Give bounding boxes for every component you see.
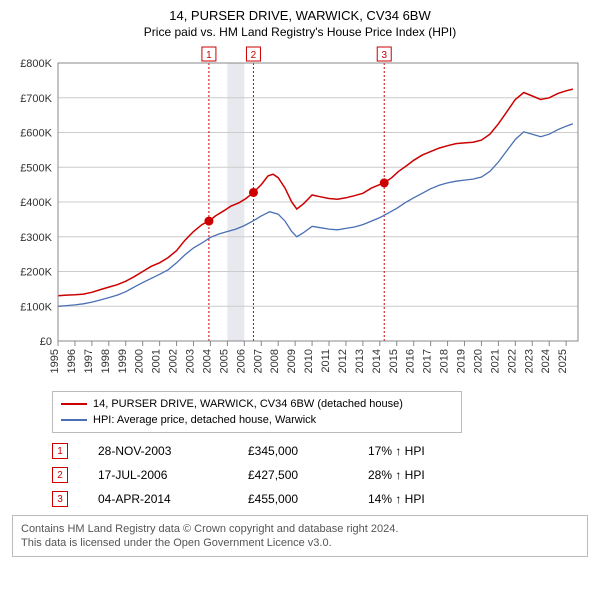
chart-svg: £0 £100K £200K £300K £400K £500K £600K £700K £80… (10, 45, 590, 385)
svg-text:2008: 2008 (269, 349, 281, 373)
sales-date: 04-APR-2014 (98, 492, 248, 506)
svg-text:2019: 2019 (456, 349, 468, 373)
svg-text:1998: 1998 (100, 349, 112, 373)
svg-text:2020: 2020 (472, 349, 484, 373)
svg-text:£700K: £700K (20, 93, 52, 105)
svg-text:£100K: £100K (20, 301, 52, 313)
svg-text:£300K: £300K (20, 232, 52, 244)
svg-text:2001: 2001 (151, 349, 163, 373)
svg-text:2002: 2002 (168, 349, 180, 373)
sales-row: 1 28-NOV-2003 £345,000 17% ↑ HPI (52, 443, 590, 459)
footnote-line: Contains HM Land Registry data © Crown c… (21, 522, 579, 536)
footnote-line: This data is licensed under the Open Gov… (21, 536, 579, 550)
svg-text:2015: 2015 (388, 349, 400, 373)
svg-text:2021: 2021 (489, 349, 501, 373)
sales-price: £455,000 (248, 492, 368, 506)
sales-row: 2 17-JUL-2006 £427,500 28% ↑ HPI (52, 467, 590, 483)
sales-table: 1 28-NOV-2003 £345,000 17% ↑ HPI 2 17-JU… (52, 443, 590, 507)
svg-text:2000: 2000 (134, 349, 146, 373)
svg-text:£400K: £400K (20, 197, 52, 209)
sales-diff: 28% ↑ HPI (368, 468, 488, 482)
svg-text:2007: 2007 (252, 349, 264, 373)
chart-title: 14, PURSER DRIVE, WARWICK, CV34 6BW (10, 8, 590, 23)
sales-diff: 14% ↑ HPI (368, 492, 488, 506)
sales-date: 17-JUL-2006 (98, 468, 248, 482)
sales-date: 28-NOV-2003 (98, 444, 248, 458)
svg-text:2014: 2014 (371, 349, 383, 373)
svg-text:£200K: £200K (20, 267, 52, 279)
svg-text:2010: 2010 (303, 349, 315, 373)
svg-text:2024: 2024 (540, 349, 552, 373)
svg-text:1996: 1996 (66, 349, 78, 373)
svg-text:£0: £0 (40, 336, 52, 348)
svg-text:2017: 2017 (422, 349, 434, 373)
svg-text:£600K: £600K (20, 128, 52, 140)
sales-row: 3 04-APR-2014 £455,000 14% ↑ HPI (52, 491, 590, 507)
sales-marker: 3 (52, 491, 68, 507)
svg-text:3: 3 (381, 50, 387, 61)
svg-text:2005: 2005 (218, 349, 230, 373)
svg-text:2018: 2018 (439, 349, 451, 373)
sales-price: £345,000 (248, 444, 368, 458)
legend-item-property: 14, PURSER DRIVE, WARWICK, CV34 6BW (det… (61, 396, 453, 412)
chart-subtitle: Price paid vs. HM Land Registry's House … (10, 25, 590, 39)
legend-swatch-property (61, 403, 87, 405)
legend-swatch-hpi (61, 419, 87, 421)
svg-text:2025: 2025 (557, 349, 569, 373)
svg-text:1997: 1997 (83, 349, 95, 373)
svg-text:1995: 1995 (49, 349, 61, 373)
chart-plot: £0 £100K £200K £300K £400K £500K £600K £700K £80… (10, 45, 590, 385)
svg-text:2023: 2023 (523, 349, 535, 373)
sales-diff: 17% ↑ HPI (368, 444, 488, 458)
svg-text:1999: 1999 (117, 349, 129, 373)
svg-text:2003: 2003 (185, 349, 197, 373)
svg-text:2011: 2011 (320, 349, 332, 373)
footnote: Contains HM Land Registry data © Crown c… (12, 515, 588, 557)
svg-text:2013: 2013 (354, 349, 366, 373)
svg-text:2004: 2004 (201, 349, 213, 373)
svg-text:£800K: £800K (20, 58, 52, 70)
svg-text:2006: 2006 (235, 349, 247, 373)
svg-text:£500K: £500K (20, 162, 52, 174)
legend: 14, PURSER DRIVE, WARWICK, CV34 6BW (det… (52, 391, 462, 433)
sales-price: £427,500 (248, 468, 368, 482)
svg-text:2009: 2009 (286, 349, 298, 373)
sales-marker: 2 (52, 467, 68, 483)
legend-label-property: 14, PURSER DRIVE, WARWICK, CV34 6BW (det… (93, 396, 403, 412)
legend-label-hpi: HPI: Average price, detached house, Warw… (93, 412, 316, 428)
svg-text:2022: 2022 (506, 349, 518, 373)
svg-text:2012: 2012 (337, 349, 349, 373)
svg-text:2016: 2016 (405, 349, 417, 373)
sales-marker: 1 (52, 443, 68, 459)
svg-text:1: 1 (206, 50, 212, 61)
chart-container: 14, PURSER DRIVE, WARWICK, CV34 6BW Pric… (0, 0, 600, 567)
svg-text:2: 2 (251, 50, 257, 61)
legend-item-hpi: HPI: Average price, detached house, Warw… (61, 412, 453, 428)
